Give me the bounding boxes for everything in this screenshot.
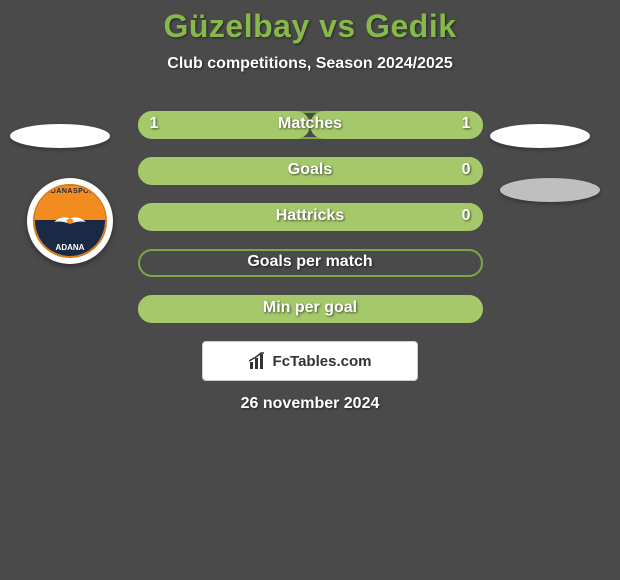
comparison-infographic: Güzelbay vs Gedik Club competitions, Sea… xyxy=(0,0,620,580)
stat-row: Goals per match xyxy=(138,249,483,277)
stat-row: Matches1 1 xyxy=(138,111,483,139)
page-subtitle: Club competitions, Season 2024/2025 xyxy=(0,55,620,73)
stat-label: Goals per match xyxy=(138,253,483,271)
stats-list: Matches11Goals0Hattricks0Goals per match… xyxy=(0,111,620,323)
stat-row: Hattricks0 xyxy=(138,203,483,231)
stat-row: Goals0 xyxy=(138,157,483,185)
stat-value-right: 1 xyxy=(462,115,471,133)
stat-value-right: 0 xyxy=(462,161,471,179)
stat-label: Matches xyxy=(138,115,483,133)
brand-footer: FcTables.com xyxy=(202,341,418,381)
stat-label: Hattricks xyxy=(138,207,483,225)
stat-value-left: 1 xyxy=(150,115,159,133)
date-label: 26 november 2024 xyxy=(0,395,620,413)
stat-label: Goals xyxy=(138,161,483,179)
page-title: Güzelbay vs Gedik xyxy=(0,0,620,45)
stat-value-right: 0 xyxy=(462,207,471,225)
stat-label: Min per goal xyxy=(138,299,483,317)
brand-text: FcTables.com xyxy=(273,353,372,370)
stat-row: Min per goal xyxy=(138,295,483,323)
bar-chart-icon xyxy=(249,352,269,370)
